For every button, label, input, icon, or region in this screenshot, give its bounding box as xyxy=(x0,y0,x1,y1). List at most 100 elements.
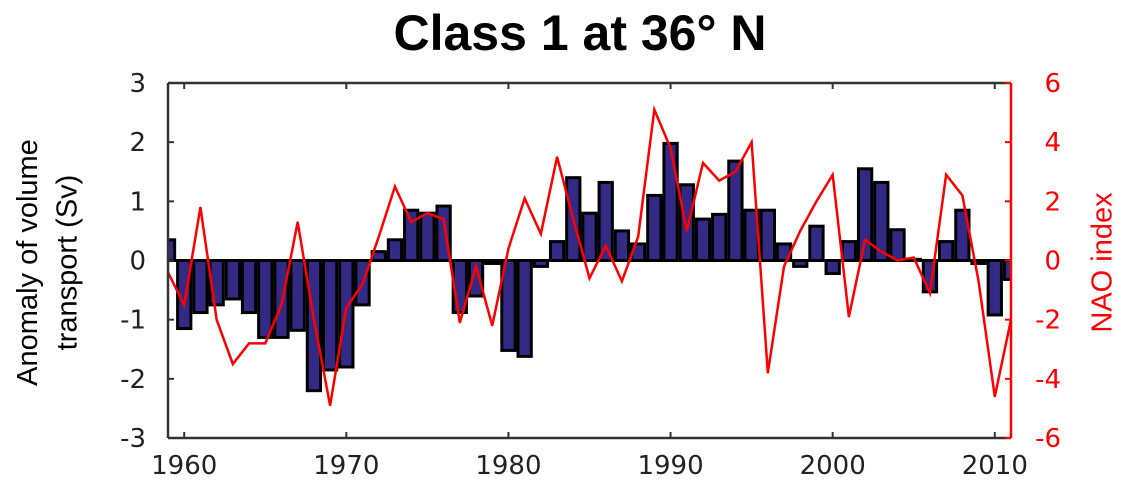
bar-1969 xyxy=(321,259,339,372)
chart-title: Class 1 at 36° N xyxy=(393,5,767,61)
nao-point-2001 xyxy=(848,315,850,318)
nao-point-2010 xyxy=(993,395,996,398)
bar-1993 xyxy=(711,212,728,263)
bar-1973 xyxy=(386,238,404,263)
x-tick-label-2000: 2000 xyxy=(800,451,866,481)
nao-point-1994 xyxy=(734,170,737,173)
nao-point-2007 xyxy=(945,173,947,176)
nao-point-2008 xyxy=(961,194,964,197)
right-tick-label: -4 xyxy=(1035,365,1061,395)
bar-1975 xyxy=(419,211,436,263)
nao-point-1964 xyxy=(248,342,250,345)
nao-point-1971 xyxy=(361,283,364,285)
nao-point-1968 xyxy=(313,318,315,321)
left-tick-label: 3 xyxy=(129,69,146,99)
nao-point-2003 xyxy=(880,250,883,253)
nao-point-1977 xyxy=(459,321,461,324)
bar-1991 xyxy=(678,183,695,262)
left-tick-label: 0 xyxy=(129,247,146,277)
nao-point-1988 xyxy=(637,236,639,238)
bar-1989 xyxy=(646,193,663,263)
bar-1985 xyxy=(581,211,598,263)
x-tick-label-2010: 2010 xyxy=(962,451,1028,481)
right-tick-label: 0 xyxy=(1044,247,1061,277)
nao-point-1973 xyxy=(394,185,396,188)
nao-point-2000 xyxy=(831,173,834,176)
bar-1994 xyxy=(727,159,744,263)
nao-point-1980 xyxy=(507,247,510,250)
nao-point-1970 xyxy=(345,307,348,309)
nao-point-1984 xyxy=(572,218,575,220)
bar-1961 xyxy=(192,259,209,315)
nao-point-1982 xyxy=(540,233,542,235)
nao-point-1983 xyxy=(556,156,558,158)
right-tick-label: 6 xyxy=(1044,69,1061,99)
bar-1964 xyxy=(240,259,258,315)
nao-point-1979 xyxy=(491,324,494,327)
bar-1996 xyxy=(759,208,776,262)
nao-point-2006 xyxy=(929,292,931,294)
nao-point-2009 xyxy=(977,280,980,283)
nao-point-1975 xyxy=(426,212,429,214)
x-tick-label-1970: 1970 xyxy=(313,451,379,481)
nao-point-1996 xyxy=(767,372,769,374)
left-tick-label: -3 xyxy=(120,424,146,454)
left-tick-label: 2 xyxy=(129,128,146,158)
left-tick-label: -2 xyxy=(120,365,146,395)
right-tick-label: -6 xyxy=(1035,424,1061,454)
right-tick-label: 2 xyxy=(1044,187,1061,217)
nao-point-1967 xyxy=(296,221,299,223)
bar-1992 xyxy=(694,217,712,262)
bar-2010 xyxy=(986,259,1003,317)
nao-point-1978 xyxy=(475,265,477,268)
nao-point-1989 xyxy=(653,108,656,111)
nao-point-1986 xyxy=(604,244,607,247)
nao-point-1995 xyxy=(750,141,753,143)
bar-1986 xyxy=(597,180,614,262)
nao-point-1981 xyxy=(523,197,526,200)
bar-1987 xyxy=(613,229,631,263)
bar-1999 xyxy=(808,224,825,262)
right-tick-label: -2 xyxy=(1035,306,1061,336)
bar-2004 xyxy=(889,228,906,263)
nao-point-1976 xyxy=(442,218,445,220)
nao-point-1992 xyxy=(702,162,704,164)
nao-point-1974 xyxy=(410,221,412,223)
x-tick-label-1990: 1990 xyxy=(637,451,703,481)
nao-point-1998 xyxy=(799,230,802,232)
nao-point-1993 xyxy=(718,179,720,182)
nao-point-1985 xyxy=(588,277,591,280)
nao-point-1991 xyxy=(685,230,688,232)
bar-1963 xyxy=(224,259,241,301)
bar-1981 xyxy=(516,259,533,358)
bar-2001 xyxy=(840,240,858,262)
nao-point-1972 xyxy=(377,236,380,238)
nao-point-1966 xyxy=(280,304,283,306)
nao-point-2002 xyxy=(864,238,866,241)
nao-point-1990 xyxy=(669,147,672,149)
nao-point-1962 xyxy=(215,318,218,321)
bar-2007 xyxy=(938,240,955,262)
nao-point-1987 xyxy=(621,280,623,283)
left-tick-label: 1 xyxy=(129,187,146,217)
left-tick-label: -1 xyxy=(120,306,146,336)
bar-1974 xyxy=(403,208,420,262)
bar-2011 xyxy=(1002,259,1011,281)
nao-point-1999 xyxy=(815,200,818,203)
bar-2002 xyxy=(856,167,874,263)
plot-area xyxy=(168,104,1011,407)
nao-point-2004 xyxy=(896,259,899,262)
nao-point-1965 xyxy=(264,342,267,345)
bar-1965 xyxy=(257,259,274,339)
nao-point-1969 xyxy=(329,404,331,407)
bar-1983 xyxy=(548,240,566,262)
right-tick-label: 4 xyxy=(1044,128,1061,158)
nao-point-2005 xyxy=(912,256,915,259)
bar-1967 xyxy=(289,259,306,332)
nao-point-1963 xyxy=(232,363,234,365)
bar-2000 xyxy=(824,259,841,276)
nao-point-1997 xyxy=(783,265,785,268)
nao-point-1960 xyxy=(183,304,186,306)
x-tick-label-1960: 1960 xyxy=(151,451,217,481)
